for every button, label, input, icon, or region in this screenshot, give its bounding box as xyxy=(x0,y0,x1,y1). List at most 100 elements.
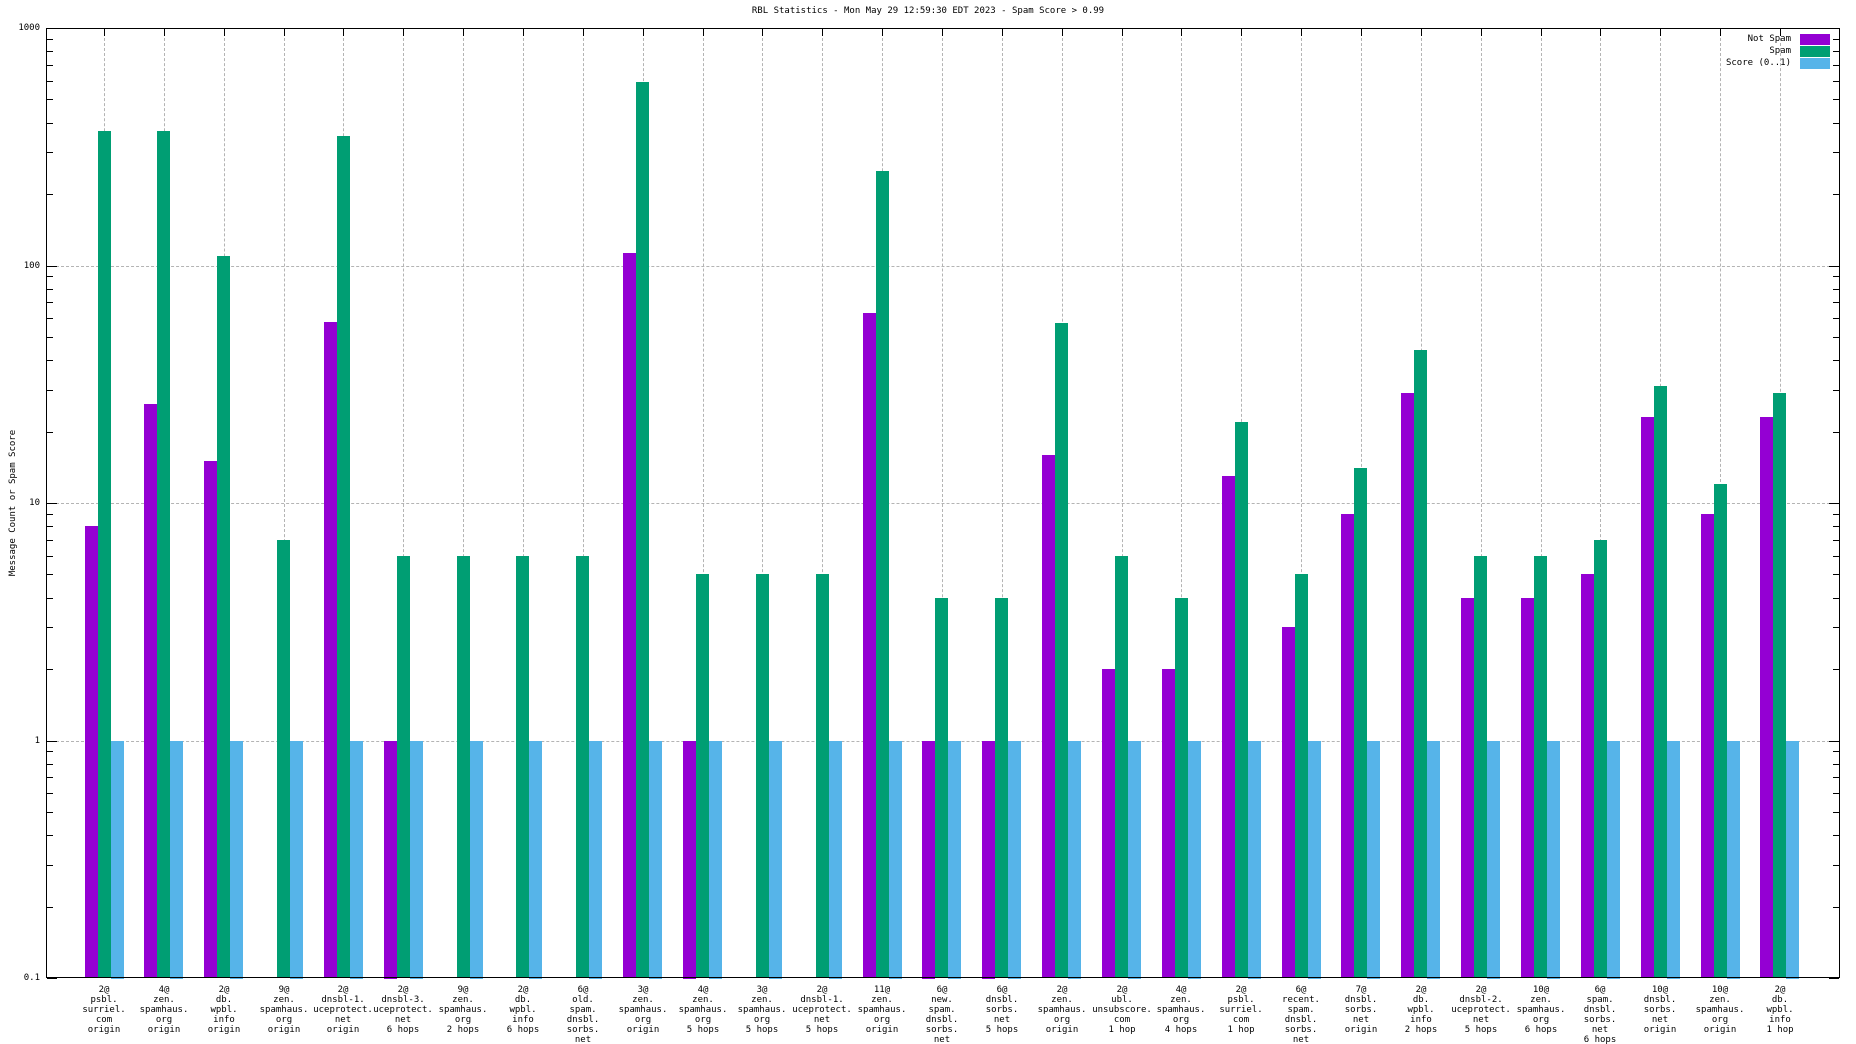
y-tick-minor-left xyxy=(47,65,53,66)
legend-row: Not Spam xyxy=(1726,33,1830,45)
y-tick-minor-right xyxy=(1833,194,1839,195)
bar-not-spam xyxy=(85,526,98,978)
y-tick-minor-right xyxy=(1833,390,1839,391)
legend-swatch xyxy=(1800,45,1830,57)
x-tick-top xyxy=(643,28,644,36)
v-gridline xyxy=(583,28,584,978)
y-tick-minor-left xyxy=(47,337,53,338)
x-tick-label: 10@ zen. spamhaus. org 6 hops xyxy=(1516,985,1566,1035)
bar-score-0-1 xyxy=(649,741,662,979)
bar-not-spam xyxy=(922,741,935,979)
bar-score-0-1 xyxy=(410,741,423,979)
bar-spam xyxy=(457,556,470,978)
bar-score-0-1 xyxy=(170,741,183,979)
bar-not-spam xyxy=(384,741,397,979)
x-tick-top xyxy=(942,28,943,36)
y-tick-major-right xyxy=(1829,503,1839,504)
x-tick-top xyxy=(1122,28,1123,36)
y-tick-minor-left xyxy=(47,514,53,515)
x-tick-top xyxy=(224,28,225,36)
y-tick-minor-right xyxy=(1833,865,1839,866)
bar-spam xyxy=(98,131,111,978)
y-tick-minor-left xyxy=(47,764,53,765)
y-tick-minor-right xyxy=(1833,598,1839,599)
bar-spam xyxy=(217,256,230,978)
bar-not-spam xyxy=(1461,598,1474,978)
y-tick-minor-right xyxy=(1833,318,1839,319)
bar-score-0-1 xyxy=(1068,741,1081,979)
x-tick-label: 4@ zen. spamhaus. org 5 hops xyxy=(678,985,728,1035)
bar-spam xyxy=(1654,386,1667,978)
bar-spam xyxy=(277,540,290,978)
x-tick-top xyxy=(583,28,584,36)
y-tick-major-right xyxy=(1829,266,1839,267)
bar-score-0-1 xyxy=(1128,741,1141,979)
bar-score-0-1 xyxy=(829,741,842,979)
bar-spam xyxy=(576,556,589,978)
legend-label: Score (0..1) xyxy=(1725,58,1791,68)
x-tick-label: 2@ zen. spamhaus. org origin xyxy=(1037,985,1087,1035)
bar-not-spam xyxy=(1641,417,1654,978)
y-tick-major-left xyxy=(47,741,57,742)
v-gridline xyxy=(1481,28,1482,978)
y-tick-label: 1 xyxy=(34,736,40,746)
y-tick-minor-right xyxy=(1833,669,1839,670)
x-tick-label: 2@ db. wpbl. info 2 hops xyxy=(1404,985,1438,1035)
x-tick-top xyxy=(1481,28,1482,36)
bar-spam xyxy=(516,556,529,978)
y-tick-minor-left xyxy=(47,777,53,778)
bar-spam xyxy=(876,171,889,978)
y-tick-minor-right xyxy=(1833,812,1839,813)
y-tick-minor-left xyxy=(47,793,53,794)
bar-spam xyxy=(1773,393,1786,978)
bar-not-spam xyxy=(204,461,217,978)
bar-spam xyxy=(636,82,649,978)
y-tick-label: 0.1 xyxy=(23,973,40,983)
bar-score-0-1 xyxy=(111,741,124,979)
bar-spam xyxy=(157,131,170,978)
legend-swatch xyxy=(1800,57,1830,69)
bar-not-spam xyxy=(1401,393,1414,978)
x-tick-label: 2@ db. wpbl. info origin xyxy=(207,985,241,1035)
y-tick-minor-right xyxy=(1833,526,1839,527)
bar-not-spam xyxy=(1282,627,1295,978)
y-tick-minor-right xyxy=(1833,574,1839,575)
y-tick-minor-left xyxy=(47,123,53,124)
bar-score-0-1 xyxy=(1487,741,1500,979)
x-tick-label: 3@ zen. spamhaus. org 5 hops xyxy=(737,985,787,1035)
y-tick-minor-left xyxy=(47,152,53,153)
x-tick-label: 3@ zen. spamhaus. org origin xyxy=(618,985,668,1035)
bar-spam xyxy=(995,598,1008,978)
y-tick-minor-right xyxy=(1833,39,1839,40)
y-tick-minor-right xyxy=(1833,907,1839,908)
legend: Not Spam Spam Score (0..1) xyxy=(1726,33,1830,69)
x-tick-top xyxy=(1660,28,1661,36)
y-tick-minor-left xyxy=(47,318,53,319)
y-tick-minor-right xyxy=(1833,556,1839,557)
y-tick-minor-left xyxy=(47,540,53,541)
y-tick-label: 10 xyxy=(29,498,40,508)
chart-title: RBL Statistics - Mon May 29 12:59:30 EDT… xyxy=(751,6,1105,16)
x-tick-top xyxy=(1002,28,1003,36)
x-tick-label: 2@ db. wpbl. info 6 hops xyxy=(506,985,540,1035)
h-gridline xyxy=(46,503,1840,504)
x-tick-top xyxy=(1062,28,1063,36)
y-tick-minor-left xyxy=(47,526,53,527)
y-tick-minor-right xyxy=(1833,337,1839,338)
y-tick-minor-right xyxy=(1833,777,1839,778)
bar-spam xyxy=(1295,574,1308,978)
y-tick-minor-left xyxy=(47,835,53,836)
y-tick-major-left xyxy=(47,978,57,979)
v-gridline xyxy=(1541,28,1542,978)
bar-not-spam xyxy=(1162,669,1175,978)
y-tick-minor-left xyxy=(47,360,53,361)
v-gridline xyxy=(1181,28,1182,978)
y-tick-minor-right xyxy=(1833,99,1839,100)
y-tick-minor-left xyxy=(47,574,53,575)
x-tick-top xyxy=(403,28,404,36)
y-tick-minor-left xyxy=(47,194,53,195)
bar-score-0-1 xyxy=(350,741,363,979)
y-tick-label: 1000 xyxy=(18,23,40,33)
x-tick-label: 4@ zen. spamhaus. org origin xyxy=(139,985,189,1035)
y-tick-minor-left xyxy=(47,390,53,391)
